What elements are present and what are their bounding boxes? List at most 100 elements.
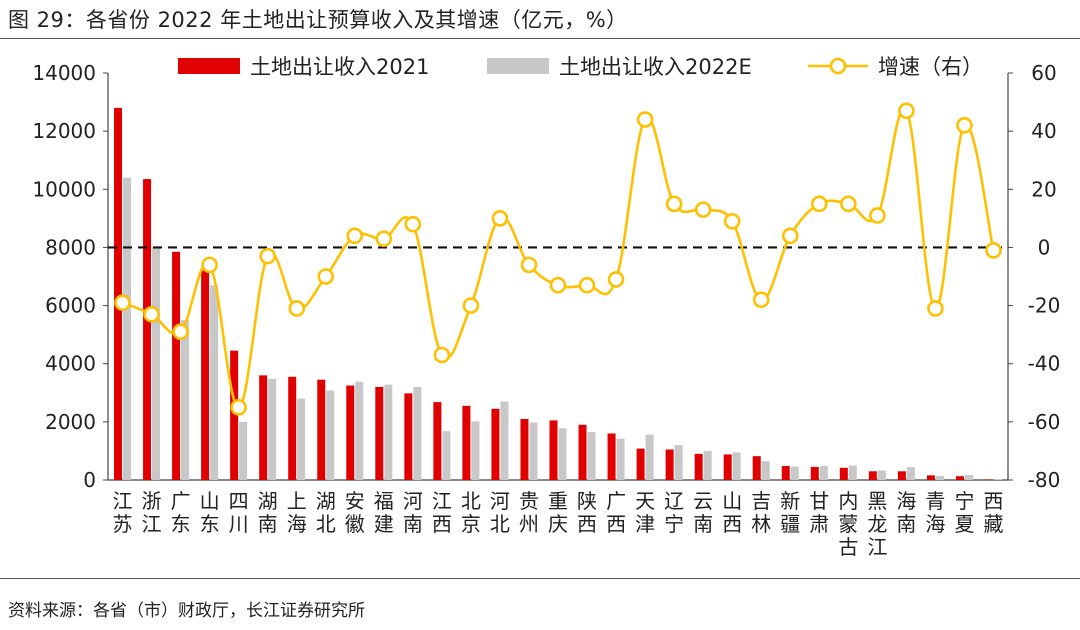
bar-2022e — [790, 466, 799, 480]
growth-point — [259, 247, 276, 265]
growth-point — [840, 195, 857, 213]
category-label: 河南 — [403, 489, 423, 536]
legend-label-2022e: 土地出让收入2022E — [559, 55, 752, 79]
growth-point — [927, 300, 944, 317]
category-label: 新疆 — [780, 489, 800, 536]
bar-2022e — [906, 467, 915, 480]
bar-2022e — [239, 421, 248, 480]
category-label: 重庆 — [548, 489, 568, 536]
category-label: 云南 — [693, 489, 713, 536]
source-note: 资料来源：各省（市）财政厅，长江证券研究所 — [8, 601, 365, 621]
category-label: 北京 — [461, 489, 481, 536]
bar-2021 — [462, 405, 471, 480]
category-label: 湖北 — [316, 489, 336, 536]
bar-2022e — [152, 247, 161, 480]
left-tick-label: 8000 — [45, 235, 96, 259]
right-tick-label: -40 — [1028, 352, 1061, 376]
bar-2022e — [442, 431, 451, 480]
category-label: 甘肃 — [809, 489, 829, 536]
legend-swatch-2021 — [178, 58, 240, 74]
bar-2022e — [819, 466, 828, 480]
left-tick-label: 4000 — [45, 352, 96, 376]
growth-point — [201, 256, 218, 274]
growth-point — [694, 201, 712, 218]
bar-2022e — [732, 452, 741, 480]
bar-2021 — [201, 270, 210, 480]
bar-2022e — [326, 390, 335, 480]
bar-2022e — [616, 438, 625, 480]
bar-2021 — [926, 475, 935, 480]
bar-2022e — [210, 285, 219, 480]
bar-2021 — [955, 476, 964, 480]
bar-2022e — [935, 475, 944, 480]
bar-2022e — [558, 428, 567, 480]
bar-2022e — [877, 470, 886, 480]
bar-2021 — [549, 420, 558, 480]
left-tick-label: 14000 — [32, 61, 96, 85]
bar-2021 — [404, 393, 413, 480]
category-label: 安徽 — [345, 489, 365, 536]
bar-2022e — [964, 475, 973, 480]
bar-2021 — [897, 471, 906, 480]
legend-swatch-2022e — [487, 58, 549, 74]
bar-2021 — [665, 449, 674, 480]
bar-2021 — [839, 467, 848, 480]
growth-point — [781, 227, 799, 245]
growth-point — [607, 271, 625, 288]
category-label: 辽宁 — [664, 489, 684, 536]
growth-point — [375, 230, 393, 248]
growth-point — [172, 323, 189, 341]
category-label: 广东 — [171, 489, 191, 536]
bar-2021 — [375, 386, 384, 480]
right-tick-label: 60 — [1031, 61, 1056, 85]
bar-2021 — [723, 454, 732, 480]
category-label: 内蒙古 — [838, 489, 858, 559]
bar-2022e — [413, 386, 422, 480]
category-label: 山东 — [200, 489, 220, 536]
growth-point — [230, 399, 247, 416]
category-label: 贵州 — [519, 489, 539, 536]
legend-label-growth: 增速（右） — [878, 55, 983, 79]
category-label: 浙江 — [142, 489, 162, 536]
growth-point — [869, 207, 886, 224]
bar-2022e — [297, 398, 306, 480]
category-label: 湖南 — [258, 489, 278, 536]
bar-2021 — [288, 376, 297, 480]
bar-2022e — [529, 422, 538, 480]
left-tick-label: 10000 — [32, 177, 96, 201]
right-tick-label: -60 — [1028, 410, 1061, 434]
bar-2021 — [433, 402, 442, 480]
bar-2022e — [355, 381, 364, 480]
bar-2021 — [172, 251, 181, 480]
right-tick-label: 0 — [1038, 235, 1051, 259]
bar-2022e — [645, 434, 654, 480]
category-label: 西藏 — [983, 489, 1003, 536]
footer-divider — [0, 578, 1080, 579]
category-label: 江西 — [432, 489, 452, 536]
bar-2021 — [810, 466, 819, 480]
category-label: 青海 — [925, 489, 945, 536]
category-label: 上海 — [287, 489, 307, 536]
growth-point — [723, 212, 741, 230]
bar-2021 — [578, 424, 587, 480]
left-tick-label: 2000 — [45, 410, 96, 434]
bar-2021 — [520, 418, 529, 480]
growth-point — [665, 195, 683, 213]
growth-point — [578, 276, 596, 294]
legend-marker-growth — [829, 57, 847, 75]
growth-point — [114, 294, 131, 311]
growth-point — [985, 242, 1002, 259]
left-tick-label: 6000 — [45, 294, 96, 318]
category-label: 江苏 — [113, 489, 133, 536]
category-label: 陕西 — [577, 489, 597, 536]
left-tick-label: 12000 — [32, 119, 96, 143]
growth-point — [898, 102, 915, 120]
category-label: 海南 — [896, 489, 916, 536]
bar-2021 — [143, 179, 152, 480]
bar-2021 — [317, 379, 326, 480]
category-label: 天津 — [635, 489, 655, 536]
bar-2022e — [703, 450, 712, 480]
bar-2022e — [123, 177, 132, 480]
bar-2021 — [752, 456, 761, 480]
bar-2021 — [636, 448, 645, 480]
